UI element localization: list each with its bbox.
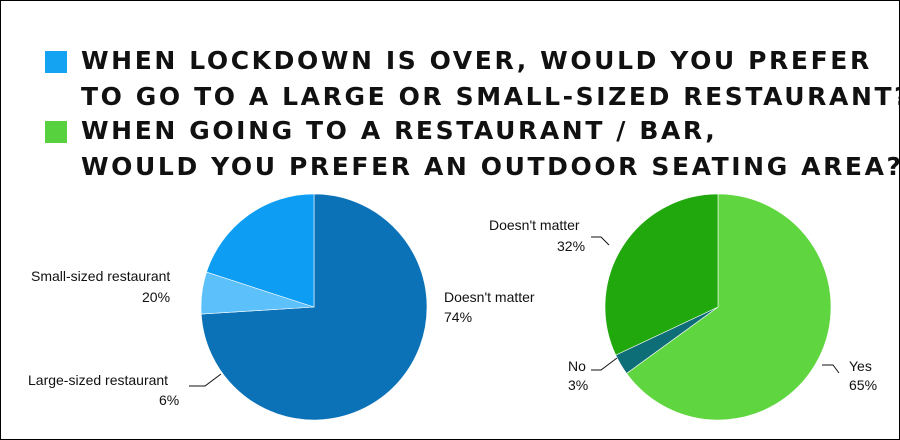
leader-line-large xyxy=(189,373,222,387)
question-2-line-1: WHEN GOING TO A RESTAURANT / BAR, xyxy=(81,116,718,145)
question-1-text: WHEN LOCKDOWN IS OVER, WOULD YOU PREFER … xyxy=(81,43,900,115)
label-large-sized: Large-sized restaurant xyxy=(28,372,168,388)
question-2-text: WHEN GOING TO A RESTAURANT / BAR, WOULD … xyxy=(81,113,900,185)
value-no: 3% xyxy=(568,377,588,393)
leader-line-doesnt-matter-2 xyxy=(591,236,610,246)
question-1-line-2: TO GO TO A LARGE OR SMALL-SIZED RESTAURA… xyxy=(81,82,900,111)
label-no: No xyxy=(568,358,586,374)
label-yes: Yes xyxy=(849,358,872,374)
pie1-slice-small-sized-restaurant xyxy=(206,193,315,308)
question-2-legend: WHEN GOING TO A RESTAURANT / BAR, WOULD … xyxy=(45,113,900,185)
question-1-swatch xyxy=(45,51,67,73)
value-doesnt-matter-1: 74% xyxy=(444,309,472,325)
pie2-slice-yes xyxy=(626,193,832,421)
value-small-sized: 20% xyxy=(142,289,170,305)
question-2-swatch xyxy=(45,121,67,143)
pie2-slice-doesn-t-matter xyxy=(604,193,719,356)
leader-line-yes xyxy=(822,364,840,374)
label-small-sized: Small-sized restaurant xyxy=(31,268,170,284)
question-1-line-1: WHEN LOCKDOWN IS OVER, WOULD YOU PREFER xyxy=(81,46,872,75)
value-yes: 65% xyxy=(849,377,877,393)
label-doesnt-matter-2: Doesn't matter xyxy=(489,217,580,233)
pie-chart-outdoor-seating: Doesn't matter 32% No 3% Yes 65% xyxy=(489,193,877,421)
question-2-line-2: WOULD YOU PREFER AN OUTDOOR SEATING AREA… xyxy=(81,152,900,181)
value-doesnt-matter-2: 32% xyxy=(557,238,585,254)
leader-line-no xyxy=(591,357,618,371)
pie-chart-restaurant-size: Small-sized restaurant 20% Large-sized r… xyxy=(28,193,535,421)
question-1-legend: WHEN LOCKDOWN IS OVER, WOULD YOU PREFER … xyxy=(45,43,900,115)
label-doesnt-matter-1: Doesn't matter xyxy=(444,289,535,305)
value-large-sized: 6% xyxy=(159,392,179,408)
